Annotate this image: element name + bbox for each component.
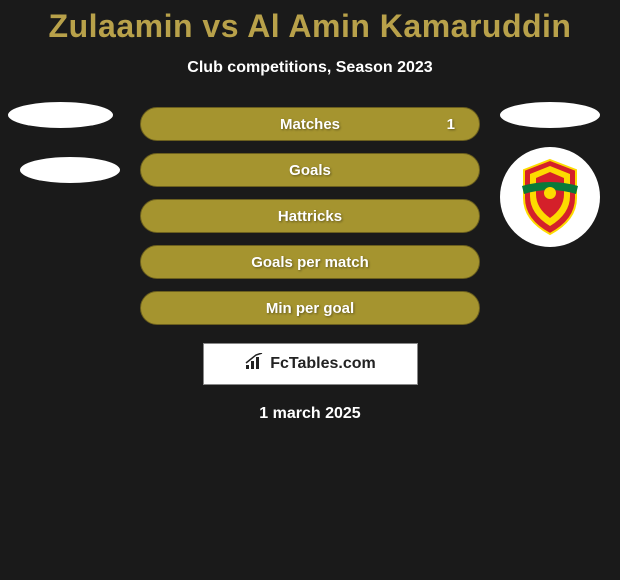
subtitle: Club competitions, Season 2023: [0, 59, 620, 77]
stats-area: Matches 1 Goals Hattricks Goals per matc…: [0, 107, 620, 423]
player-left-ellipse-2: [20, 157, 120, 183]
stat-row-min-per-goal: Min per goal: [140, 291, 480, 325]
stat-row-matches: Matches 1: [140, 107, 480, 141]
stat-label: Min per goal: [266, 300, 354, 317]
club-badge: [500, 147, 600, 247]
stat-label: Goals: [289, 162, 331, 179]
player-right-ellipse: [500, 102, 600, 128]
shield-icon: [516, 158, 584, 236]
stat-row-goals: Goals: [140, 153, 480, 187]
chart-icon: [244, 353, 266, 376]
page-title: Zulaamin vs Al Amin Kamaruddin: [0, 0, 620, 45]
player-left-ellipse-1: [8, 102, 113, 128]
stat-label: Goals per match: [251, 254, 369, 271]
stat-label: Hattricks: [278, 208, 342, 225]
stat-value-right: 1: [447, 116, 455, 133]
stat-row-hattricks: Hattricks: [140, 199, 480, 233]
stat-label: Matches: [280, 116, 340, 133]
source-logo: FcTables.com: [203, 343, 418, 385]
logo-text: FcTables.com: [270, 355, 376, 373]
stat-row-goals-per-match: Goals per match: [140, 245, 480, 279]
date-label: 1 march 2025: [0, 405, 620, 423]
